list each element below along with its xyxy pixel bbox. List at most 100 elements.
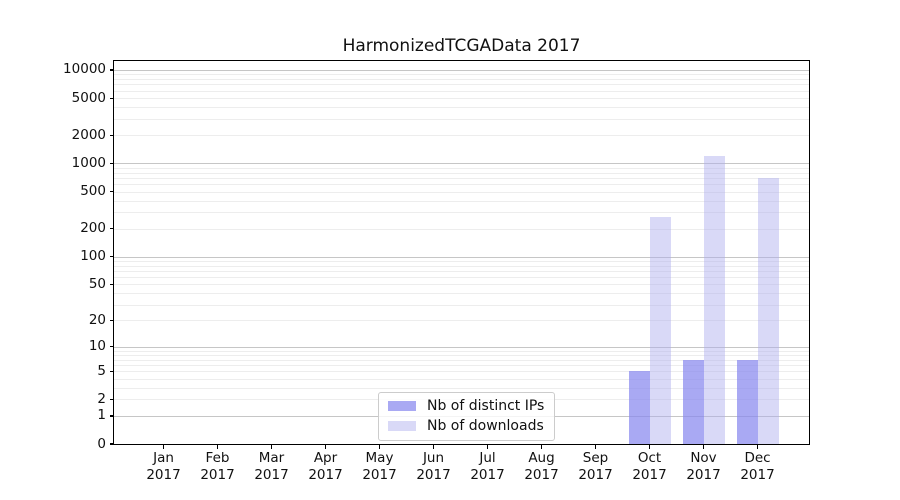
y-tick-mark — [109, 69, 114, 71]
major-gridline — [114, 256, 809, 258]
x-tick-mark — [162, 444, 165, 449]
minor-gridline — [114, 260, 809, 262]
x-tick-month: Dec — [744, 450, 771, 466]
x-tick-year: 2017 — [524, 466, 559, 483]
x-tick-label: Dec 2017 — [726, 450, 790, 483]
minor-gridline — [114, 364, 809, 366]
x-tick-month: May — [365, 450, 394, 466]
minor-gridline — [114, 184, 809, 186]
x-tick-year: 2017 — [416, 466, 451, 483]
x-tick-year: 2017 — [308, 466, 343, 483]
x-tick-mark — [702, 444, 705, 449]
minor-gridline — [114, 354, 809, 356]
y-tick-label: 50 — [88, 275, 106, 292]
y-tick-mark — [109, 162, 114, 165]
x-tick-mark — [216, 444, 219, 449]
y-tick-mark — [109, 228, 114, 230]
minor-gridline — [114, 172, 809, 174]
minor-gridline — [114, 200, 809, 202]
minor-gridline — [114, 359, 809, 361]
plot-area — [114, 61, 809, 444]
x-tick-month: Aug — [528, 450, 555, 466]
y-tick-mark — [109, 415, 114, 417]
minor-gridline — [114, 284, 809, 286]
minor-gridline — [114, 304, 809, 306]
x-tick-label: Oct 2017 — [618, 450, 682, 483]
y-tick-mark — [109, 370, 114, 372]
x-tick-label: Apr 2017 — [294, 450, 358, 483]
x-tick-mark — [756, 444, 759, 449]
x-tick-year: 2017 — [686, 466, 721, 483]
y-tick-label: 500 — [80, 183, 106, 200]
y-tick-label: 1000 — [71, 154, 106, 171]
y-tick-label: 5 — [97, 362, 106, 379]
x-tick-label: Jul 2017 — [456, 450, 520, 483]
minor-gridline — [114, 79, 809, 81]
bar-distinct-ips-nov — [682, 359, 704, 444]
y-tick-mark — [109, 443, 114, 445]
legend-item-distinct-ips: Nb of distinct IPs — [388, 398, 544, 414]
y-tick-mark — [109, 134, 114, 137]
bar-downloads-oct — [649, 216, 671, 444]
legend-label-downloads: Nb of downloads — [427, 418, 544, 434]
legend-item-downloads: Nb of downloads — [388, 418, 544, 434]
x-tick-year: 2017 — [362, 466, 397, 483]
minor-gridline — [114, 177, 809, 179]
y-tick-label: 2000 — [71, 126, 106, 143]
x-tick-year: 2017 — [200, 466, 235, 483]
x-tick-year: 2017 — [740, 466, 775, 483]
x-tick-mark — [324, 444, 327, 449]
legend: Nb of distinct IPs Nb of downloads — [378, 392, 556, 441]
bar-downloads-nov — [703, 156, 725, 444]
x-tick-month: Jan — [153, 450, 174, 466]
minor-gridline — [114, 378, 809, 380]
x-tick-year: 2017 — [470, 466, 505, 483]
x-tick-year: 2017 — [632, 466, 667, 483]
y-tick-mark — [109, 346, 114, 348]
y-tick-label: 10000 — [63, 61, 106, 78]
x-tick-month: Mar — [258, 450, 285, 466]
minor-gridline — [114, 107, 809, 109]
x-tick-label: Nov 2017 — [672, 450, 736, 483]
x-tick-label: Jun 2017 — [402, 450, 466, 483]
legend-swatch-downloads — [388, 421, 416, 431]
y-tick-mark — [109, 319, 114, 322]
x-tick-year: 2017 — [578, 466, 613, 483]
x-tick-month: Nov — [690, 450, 717, 466]
minor-gridline — [114, 212, 809, 214]
y-tick-mark — [109, 97, 114, 99]
x-tick-label: Feb 2017 — [186, 450, 250, 483]
minor-gridline — [114, 350, 809, 352]
legend-swatch-distinct-ips — [388, 401, 416, 411]
major-gridline — [114, 163, 809, 165]
legend-label-distinct-ips: Nb of distinct IPs — [427, 398, 545, 414]
minor-gridline — [114, 191, 809, 193]
bar-distinct-ips-dec — [736, 359, 758, 444]
x-tick-month: Sep — [582, 450, 609, 466]
minor-gridline — [114, 277, 809, 279]
minor-gridline — [114, 135, 809, 137]
x-tick-month: Apr — [313, 450, 338, 466]
x-tick-label: Sep 2017 — [564, 450, 628, 483]
minor-gridline — [114, 228, 809, 230]
minor-gridline — [114, 98, 809, 100]
minor-gridline — [114, 265, 809, 267]
minor-gridline — [114, 90, 809, 92]
minor-gridline — [114, 320, 809, 322]
bar-distinct-ips-oct — [628, 371, 650, 444]
y-tick-label: 1 — [97, 407, 106, 424]
x-tick-month: Oct — [637, 450, 662, 466]
y-tick-mark — [109, 283, 114, 286]
x-tick-label: Aug 2017 — [510, 450, 574, 483]
x-tick-mark — [540, 444, 543, 449]
minor-gridline — [114, 84, 809, 86]
minor-gridline — [114, 371, 809, 373]
minor-gridline — [114, 74, 809, 76]
major-gridline — [114, 69, 809, 71]
y-tick-label: 2 — [97, 390, 106, 407]
x-tick-year: 2017 — [146, 466, 181, 483]
y-tick-mark — [109, 255, 114, 258]
y-tick-mark — [109, 190, 114, 193]
y-tick-mark — [109, 398, 114, 401]
